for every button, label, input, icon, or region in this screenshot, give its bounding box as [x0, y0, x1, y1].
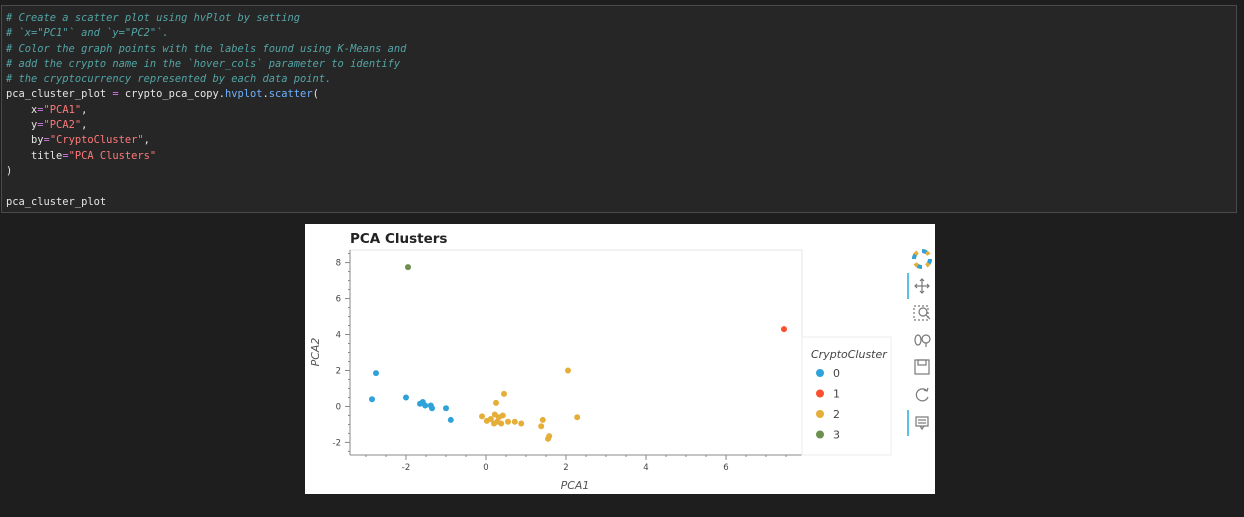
- code-arg-line: x="PCA1",: [6, 103, 1232, 118]
- code-arg-line: title="PCA Clusters": [6, 149, 1232, 164]
- code-var: pca_cluster_plot: [6, 88, 106, 100]
- wheel-zoom-icon[interactable]: [915, 335, 930, 347]
- data-point-cluster-0: [403, 394, 409, 400]
- data-point-cluster-2: [501, 391, 507, 397]
- legend-label: 3: [833, 429, 840, 442]
- legend-title: CryptoCluster: [811, 348, 888, 361]
- code-comma: ,: [81, 104, 87, 116]
- data-point-cluster-2: [538, 423, 544, 429]
- box-zoom-icon[interactable]: [914, 306, 930, 320]
- bokeh-logo-icon[interactable]: [914, 251, 930, 267]
- legend-label: 2: [833, 408, 840, 421]
- plot-output: PCA Clusters -2 0 2 4 6 -2 0 2 4 6 8 PCA1 PCA2 Cry…: [305, 224, 935, 494]
- data-point-cluster-2: [546, 433, 552, 439]
- x-tick-label: -2: [402, 463, 410, 473]
- x-tick-label: 0: [483, 463, 488, 473]
- data-point-cluster-0: [429, 405, 435, 411]
- code-string: "PCA2": [44, 119, 82, 131]
- y-tick-label: 2: [336, 366, 341, 376]
- y-tick-label: -2: [333, 438, 341, 448]
- data-point-cluster-2: [518, 421, 524, 427]
- plot-toolbar: [908, 251, 930, 436]
- legend-swatch: [816, 390, 824, 398]
- code-string: "PCA1": [44, 104, 82, 116]
- y-tick-label: 8: [336, 259, 341, 269]
- data-point-cluster-0: [422, 403, 428, 409]
- code-arg-name: by: [6, 134, 44, 146]
- data-point-cluster-0: [448, 417, 454, 423]
- data-point-cluster-1: [781, 326, 787, 332]
- reset-icon[interactable]: [916, 388, 928, 401]
- data-point-cluster-2: [493, 400, 499, 406]
- data-point-cluster-3: [405, 264, 411, 270]
- legend-swatch: [816, 369, 824, 377]
- code-method: scatter: [269, 88, 313, 100]
- y-tick-label: 6: [336, 295, 341, 305]
- code-comment: # Color the graph points with the labels…: [6, 43, 406, 55]
- x-tick-label: 2: [563, 463, 568, 473]
- code-comment: # Create a scatter plot using hvPlot by …: [6, 12, 300, 24]
- data-point-cluster-0: [373, 370, 379, 376]
- code-arg-line: by="CryptoCluster",: [6, 133, 1232, 148]
- legend-label: 1: [833, 388, 840, 401]
- code-paren: (: [313, 88, 319, 100]
- pan-icon[interactable]: [915, 279, 929, 293]
- y-tick-label: 4: [336, 331, 341, 341]
- y-axis-label: PCA2: [309, 338, 322, 367]
- scatter-chart[interactable]: PCA Clusters -2 0 2 4 6 -2 0 2 4 6 8 PCA1 PCA2 Cry…: [305, 224, 935, 494]
- code-method: hvplot: [225, 88, 263, 100]
- code-arg-name: title: [6, 150, 62, 162]
- data-point-cluster-2: [565, 367, 571, 373]
- code-comma: ,: [81, 119, 87, 131]
- code-comment: # add the crypto name in the `hover_cols…: [6, 58, 400, 70]
- data-point-cluster-2: [574, 414, 580, 420]
- hover-icon[interactable]: [916, 417, 928, 429]
- x-axis-label: PCA1: [561, 479, 590, 492]
- code-paren: ): [6, 165, 12, 177]
- data-point-cluster-2: [500, 412, 506, 418]
- data-point-cluster-2: [505, 419, 511, 425]
- save-icon[interactable]: [915, 360, 929, 374]
- data-point-cluster-2: [498, 421, 504, 427]
- code-arg-line: y="PCA2",: [6, 118, 1232, 133]
- y-tick-label: 0: [336, 402, 341, 412]
- code-arg-name: x: [6, 104, 37, 116]
- plot-frame: [350, 250, 802, 455]
- code-object: crypto_pca_copy.: [125, 88, 225, 100]
- data-point-cluster-2: [479, 413, 485, 419]
- chart-title: PCA Clusters: [350, 231, 447, 247]
- x-tick-label: 4: [643, 463, 648, 473]
- code-string: "CryptoCluster": [50, 134, 144, 146]
- code-comment: # the cryptocurrency represented by each…: [6, 73, 331, 85]
- data-point-cluster-0: [369, 396, 375, 402]
- code-arg-name: y: [6, 119, 37, 131]
- code-string: "PCA Clusters": [69, 150, 157, 162]
- code-comment: # `x="PC1"` and `y="PC2"`.: [6, 27, 169, 39]
- data-point-cluster-2: [512, 419, 518, 425]
- code-assign-line: pca_cluster_plot = crypto_pca_copy.hvplo…: [6, 87, 1232, 102]
- data-point-cluster-0: [443, 405, 449, 411]
- code-output-var: pca_cluster_plot: [6, 196, 106, 208]
- x-tick-label: 6: [723, 463, 728, 473]
- legend-swatch: [816, 410, 824, 418]
- code-operator: =: [106, 88, 125, 100]
- data-point-cluster-2: [540, 417, 546, 423]
- legend-swatch: [816, 431, 824, 439]
- legend-label: 0: [833, 367, 840, 380]
- code-comma: ,: [144, 134, 150, 146]
- code-cell[interactable]: # Create a scatter plot using hvPlot by …: [1, 5, 1237, 213]
